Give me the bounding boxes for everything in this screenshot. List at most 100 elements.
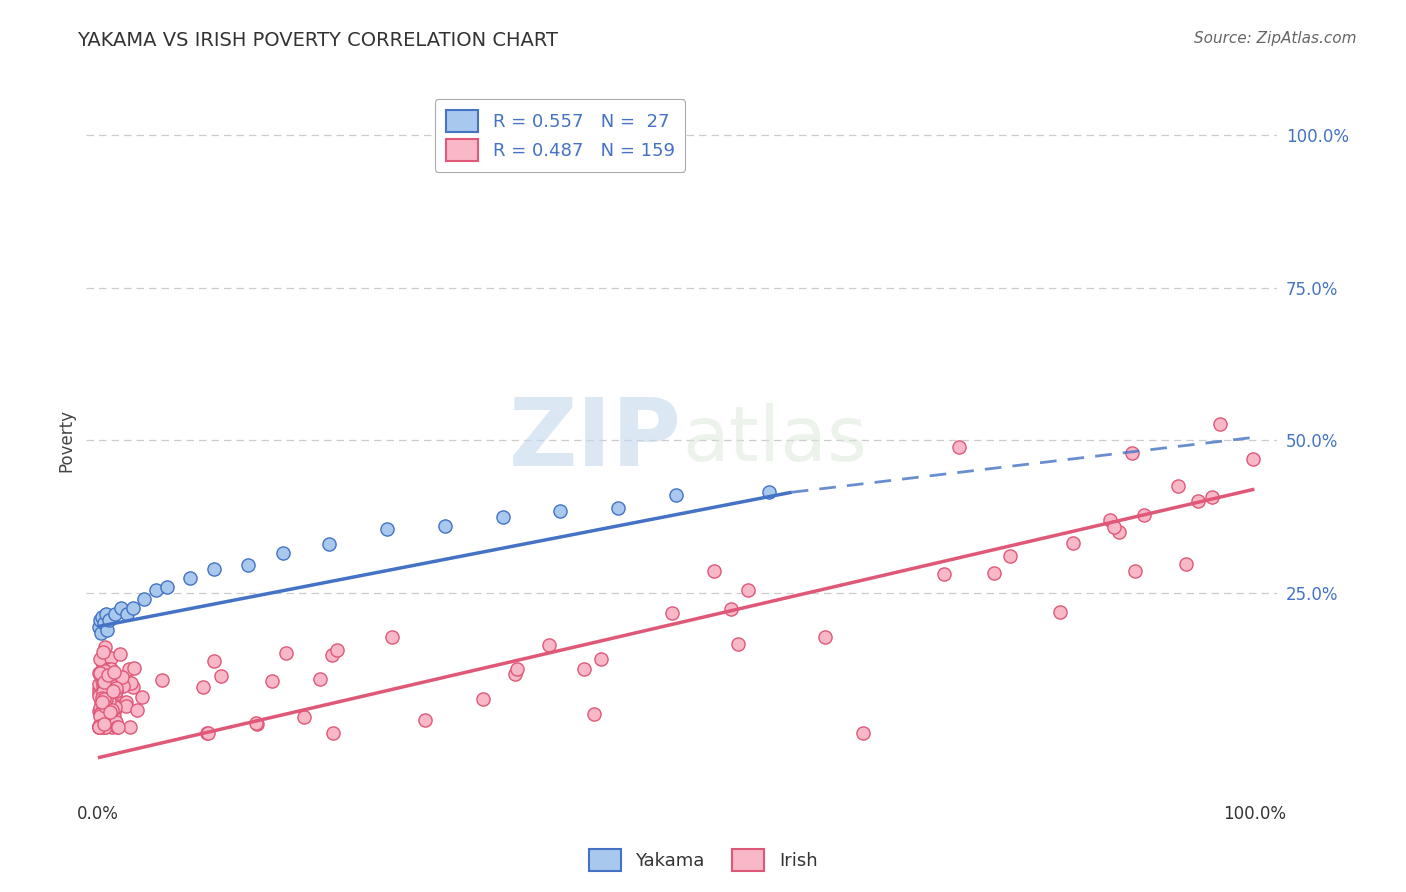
Point [87,720,110,734]
Point [96,697,118,711]
Point [114,699,136,714]
Point [118,662,141,676]
Point [104,675,127,690]
Point [103,710,125,724]
Point [94,706,117,721]
Point [111,670,134,684]
Point [1102,520,1125,534]
Point [94,720,117,734]
Point [1108,524,1130,539]
Point [89,706,111,721]
Point [1121,446,1143,460]
Point [322,726,344,740]
Point [120,720,142,734]
Point [96,706,118,720]
Point [101,703,124,717]
Point [97,662,120,676]
Point [91,645,114,659]
Point [1000,549,1022,564]
Point [1049,605,1071,619]
Point [100,651,122,665]
Point [91,697,114,711]
Point [94,681,117,695]
Point [91,678,114,692]
Point [108,676,131,690]
Point [814,630,837,644]
Point [589,652,612,666]
Point [433,518,456,533]
Point [948,440,970,454]
Point [262,674,284,689]
Point [93,715,115,730]
Point [87,719,110,733]
Point [381,630,404,644]
Point [94,719,117,733]
Point [90,625,112,640]
Point [93,691,115,706]
Point [105,715,128,730]
Text: ZIP: ZIP [509,394,682,486]
Point [120,675,142,690]
Point [321,648,343,662]
Point [87,681,110,696]
Point [97,668,120,682]
Point [94,720,117,734]
Point [1125,564,1147,578]
Point [90,668,112,682]
Point [105,681,128,695]
Point [292,710,315,724]
Point [96,674,118,689]
Point [90,689,112,703]
Point [94,698,117,713]
Point [1175,558,1198,572]
Point [1208,417,1230,431]
Point [91,690,114,705]
Point [89,690,111,705]
Point [121,601,143,615]
Point [506,662,529,676]
Point [94,607,117,622]
Point [91,668,114,682]
Point [93,704,115,718]
Point [145,582,167,597]
Text: YAKAMA VS IRISH POVERTY CORRELATION CHART: YAKAMA VS IRISH POVERTY CORRELATION CHAR… [77,31,558,50]
Point [87,704,110,718]
Point [122,661,145,675]
Point [245,716,267,731]
Point [91,717,114,731]
Point [538,638,561,652]
Point [572,662,595,676]
Point [114,695,136,709]
Point [101,684,124,698]
Point [308,672,330,686]
Point [98,686,121,700]
Point [1167,479,1189,493]
Point [89,666,111,681]
Point [107,720,129,734]
Point [246,717,269,731]
Point [96,623,118,637]
Point [202,654,225,668]
Point [87,720,110,734]
Point [91,673,114,687]
Point [131,690,153,704]
Point [94,682,117,697]
Point [413,713,436,727]
Point [103,711,125,725]
Point [727,637,749,651]
Point [238,558,260,573]
Point [87,619,110,633]
Point [274,646,297,660]
Point [96,698,118,712]
Point [96,698,118,713]
Point [104,607,127,622]
Point [326,642,349,657]
Legend: R = 0.557   N =  27, R = 0.487   N = 159: R = 0.557 N = 27, R = 0.487 N = 159 [434,99,685,172]
Point [98,694,121,708]
Point [94,712,117,726]
Point [110,601,132,615]
Point [93,640,115,655]
Legend: Yakama, Irish: Yakama, Irish [581,842,825,879]
Point [100,674,122,689]
Point [852,726,875,740]
